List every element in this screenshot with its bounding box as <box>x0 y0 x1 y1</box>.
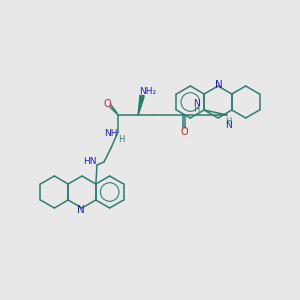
Text: N: N <box>225 122 231 130</box>
Text: N: N <box>193 100 200 109</box>
Text: NH₂: NH₂ <box>140 88 157 97</box>
Polygon shape <box>138 95 144 115</box>
Text: O: O <box>180 127 188 137</box>
Text: H: H <box>225 116 231 125</box>
Text: HN: HN <box>83 158 97 166</box>
Text: H: H <box>193 104 199 113</box>
Text: N: N <box>215 80 223 90</box>
Text: O: O <box>103 99 111 109</box>
Text: N: N <box>77 205 85 215</box>
Text: H: H <box>118 134 124 143</box>
Text: NH: NH <box>104 128 118 137</box>
